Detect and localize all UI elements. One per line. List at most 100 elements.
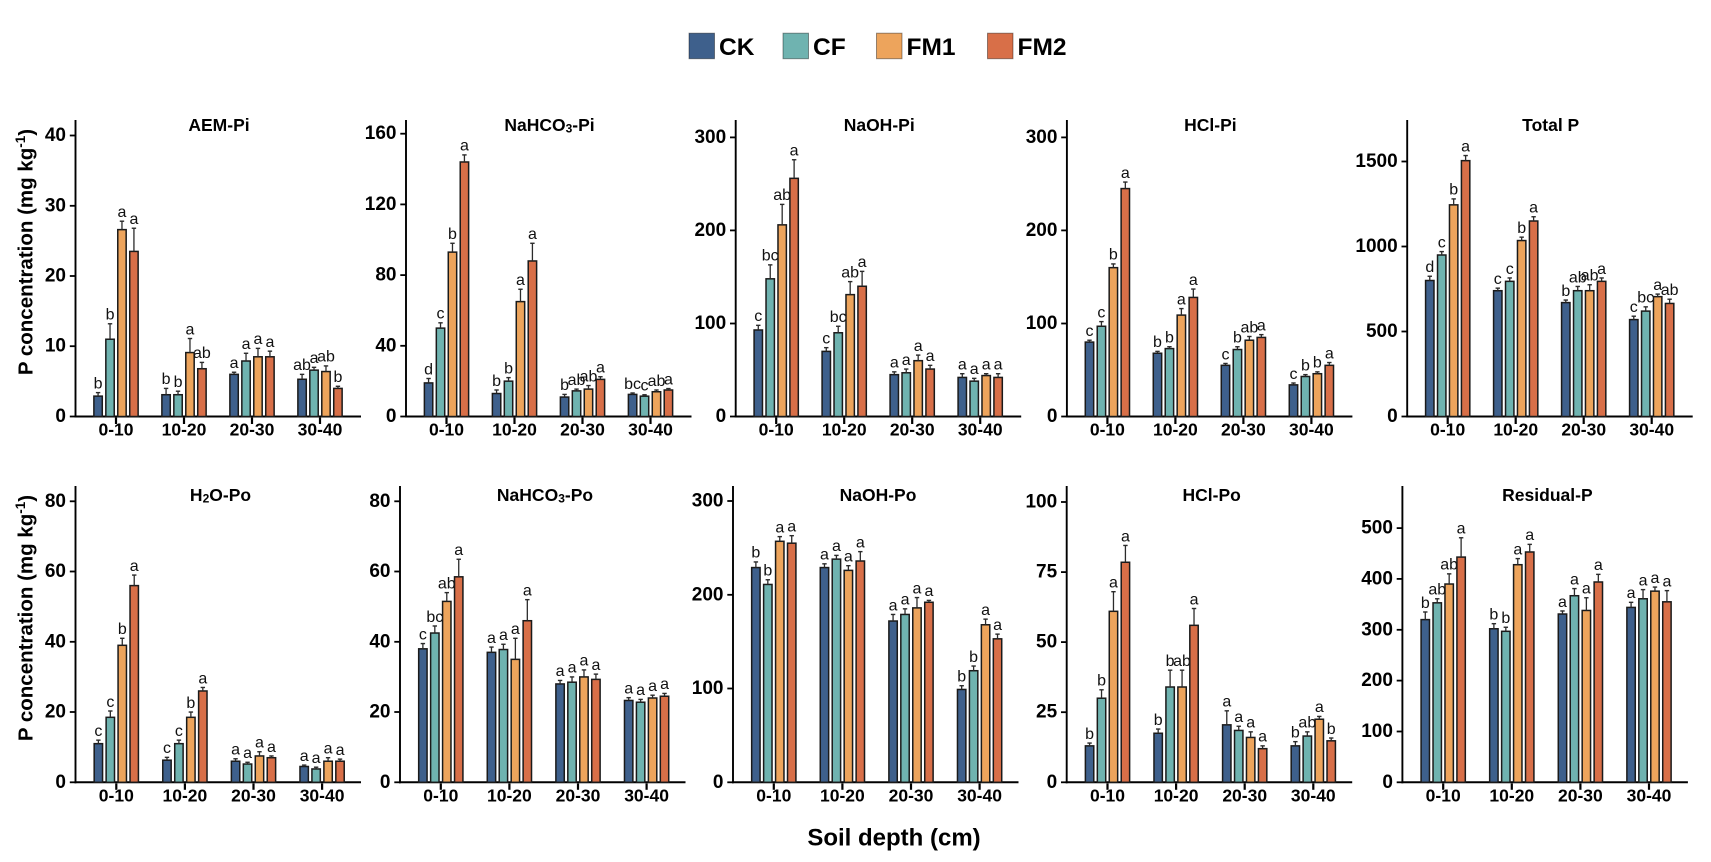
svg-text:40: 40 [375, 335, 396, 356]
svg-text:120: 120 [365, 194, 397, 215]
svg-text:a: a [1457, 521, 1466, 538]
svg-text:c: c [1494, 271, 1502, 288]
svg-text:ab: ab [438, 575, 456, 592]
svg-text:a: a [556, 663, 565, 680]
svg-text:a: a [914, 338, 923, 355]
svg-text:100: 100 [1361, 721, 1393, 742]
svg-text:20-30: 20-30 [889, 786, 934, 806]
svg-text:0-10: 0-10 [759, 420, 794, 440]
svg-text:30-40: 30-40 [300, 786, 345, 806]
svg-text:c: c [822, 330, 830, 347]
svg-text:a: a [858, 254, 867, 271]
svg-text:30-40: 30-40 [1289, 420, 1334, 440]
svg-text:a: a [1653, 277, 1662, 294]
svg-text:0: 0 [386, 406, 397, 427]
svg-text:b: b [1301, 357, 1310, 374]
svg-text:a: a [926, 348, 935, 365]
svg-text:10-20: 10-20 [162, 420, 207, 440]
svg-text:30-40: 30-40 [628, 420, 673, 440]
svg-text:b: b [1501, 610, 1510, 627]
svg-text:1000: 1000 [1355, 236, 1397, 257]
svg-text:10: 10 [45, 336, 66, 357]
svg-text:a: a [231, 742, 240, 759]
svg-text:a: a [580, 653, 589, 670]
svg-text:100: 100 [694, 313, 726, 334]
svg-text:a: a [254, 331, 263, 348]
svg-text:20-30: 20-30 [1221, 420, 1266, 440]
svg-text:a: a [624, 680, 633, 697]
svg-text:200: 200 [1361, 670, 1393, 691]
svg-text:c: c [754, 308, 762, 325]
svg-text:a: a [242, 336, 251, 353]
svg-text:a: a [994, 357, 1003, 374]
svg-text:a: a [648, 678, 657, 695]
svg-text:a: a [230, 355, 239, 372]
svg-text:0: 0 [1047, 772, 1058, 793]
svg-text:300: 300 [1026, 127, 1058, 148]
svg-text:1500: 1500 [1355, 151, 1397, 172]
svg-text:CK: CK [719, 34, 755, 61]
svg-text:30-40: 30-40 [1627, 786, 1672, 806]
svg-text:10-20: 10-20 [492, 420, 537, 440]
svg-text:a: a [660, 676, 669, 693]
svg-text:a: a [499, 627, 508, 644]
svg-text:a: a [460, 138, 469, 155]
svg-text:a: a [832, 538, 841, 555]
svg-text:ab: ab [1661, 282, 1679, 299]
svg-text:0: 0 [716, 406, 727, 427]
svg-text:FM2: FM2 [1018, 34, 1067, 61]
svg-text:a: a [970, 361, 979, 378]
svg-text:a: a [1315, 699, 1324, 716]
svg-text:500: 500 [1361, 518, 1393, 539]
svg-text:bc: bc [624, 376, 641, 393]
svg-text:c: c [1221, 346, 1229, 363]
svg-text:ab: ab [193, 345, 211, 362]
svg-text:a: a [243, 745, 252, 762]
svg-text:b: b [1097, 673, 1106, 690]
svg-text:160: 160 [365, 123, 397, 144]
svg-text:a: a [1639, 572, 1648, 589]
svg-text:P concentration (mg kg-1): P concentration (mg kg-1) [13, 129, 38, 375]
svg-text:0-10: 0-10 [429, 420, 464, 440]
svg-text:a: a [1257, 317, 1266, 334]
svg-text:100: 100 [1025, 492, 1057, 513]
svg-text:c: c [437, 306, 445, 323]
svg-text:b: b [969, 649, 978, 666]
svg-text:0: 0 [1382, 772, 1393, 793]
svg-text:30-40: 30-40 [957, 786, 1002, 806]
svg-text:a: a [511, 621, 520, 638]
svg-text:300: 300 [694, 127, 726, 148]
svg-text:HCl-Po: HCl-Po [1183, 485, 1241, 505]
svg-text:40: 40 [45, 631, 66, 652]
svg-text:10-20: 10-20 [163, 786, 208, 806]
svg-text:a: a [1651, 570, 1660, 587]
svg-text:NaHCO3-Po: NaHCO3-Po [497, 485, 593, 506]
svg-text:a: a [255, 735, 264, 752]
svg-text:bc: bc [762, 248, 779, 265]
svg-text:P concentration (mg kg-1): P concentration (mg kg-1) [13, 495, 38, 741]
svg-text:ab: ab [1298, 715, 1316, 732]
svg-text:0: 0 [1047, 406, 1058, 427]
svg-text:b: b [1449, 182, 1458, 199]
svg-text:80: 80 [45, 491, 66, 512]
svg-text:b: b [1489, 606, 1498, 623]
svg-text:c: c [1085, 323, 1093, 340]
svg-text:a: a [1570, 571, 1579, 588]
svg-text:b: b [1517, 220, 1526, 237]
svg-text:a: a [844, 548, 853, 565]
svg-text:30-40: 30-40 [958, 420, 1003, 440]
svg-text:20-30: 20-30 [231, 786, 276, 806]
svg-text:a: a [1529, 200, 1538, 217]
svg-text:10-20: 10-20 [1489, 786, 1534, 806]
svg-text:b: b [957, 669, 966, 686]
svg-text:a: a [1177, 291, 1186, 308]
svg-text:b: b [492, 373, 501, 390]
svg-text:a: a [1513, 541, 1522, 558]
svg-text:a: a [487, 630, 496, 647]
svg-text:0-10: 0-10 [423, 786, 458, 806]
svg-text:ab: ab [1240, 319, 1258, 336]
svg-text:a: a [324, 741, 333, 758]
svg-text:20: 20 [369, 702, 390, 723]
svg-text:ab: ab [1173, 653, 1191, 670]
svg-text:ab: ab [1569, 269, 1587, 286]
